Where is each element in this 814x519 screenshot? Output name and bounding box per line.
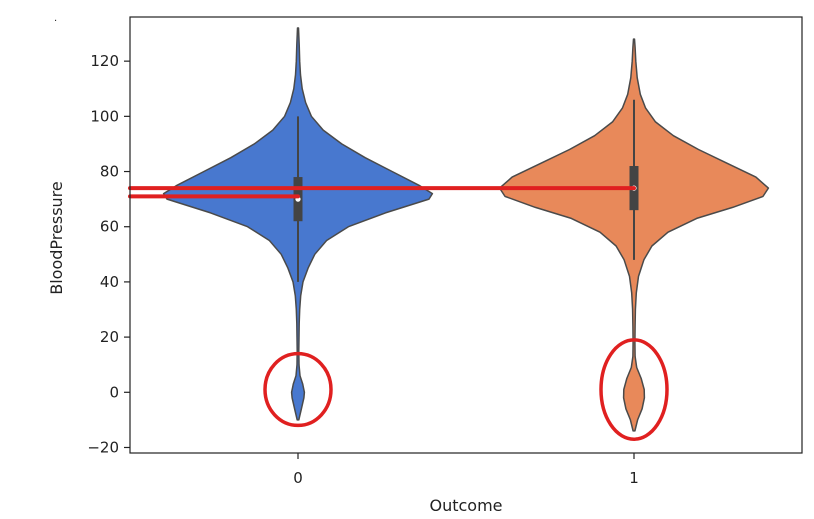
y-tick-label: 0	[109, 383, 119, 401]
y-axis-title: BloodPressure	[47, 181, 66, 294]
y-tick-label: 20	[100, 328, 119, 346]
y-tick-label: −20	[87, 438, 119, 456]
annotation-circle-0	[263, 351, 333, 428]
x-tick-label: 0	[293, 469, 303, 487]
corner-mark: ·	[54, 16, 57, 27]
violins-layer	[162, 27, 770, 432]
x-tick-label: 1	[629, 469, 639, 487]
y-tick-label: 100	[90, 107, 119, 125]
annotation-layer	[128, 186, 669, 441]
annotation-circle-1	[599, 338, 669, 441]
y-tick-label: 120	[90, 52, 119, 70]
y-tick-label: 60	[100, 218, 119, 236]
plot-frame	[129, 16, 803, 454]
y-axis: −20 0 20 40 60 80 100 120	[87, 52, 130, 456]
y-tick-label: 80	[100, 163, 119, 181]
x-axis-title: Outcome	[429, 496, 502, 515]
y-tick-label: 40	[100, 273, 119, 291]
